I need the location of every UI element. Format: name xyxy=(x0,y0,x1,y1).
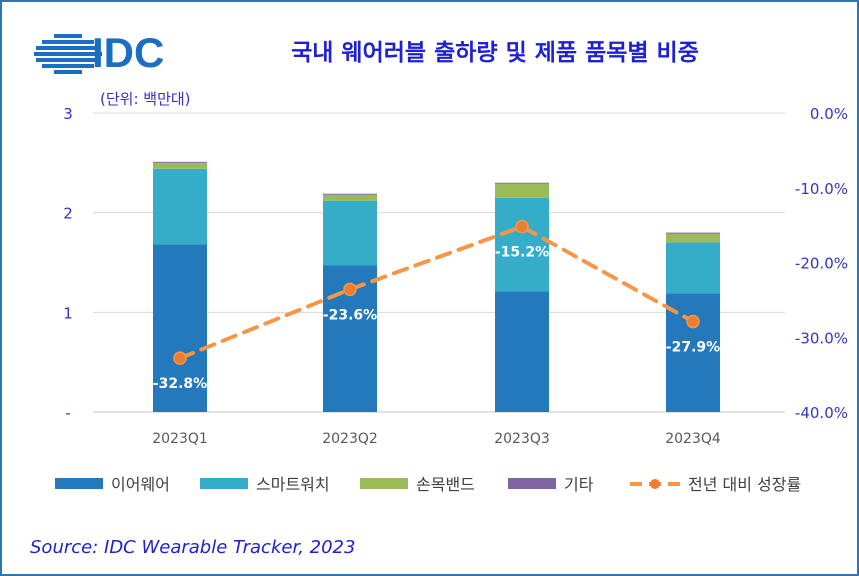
y2-tick-label: -40.0% xyxy=(795,404,848,422)
bar-3-2 xyxy=(495,182,549,184)
bar-3-1 xyxy=(323,193,377,195)
logo-text: IDC xyxy=(92,29,164,76)
globe-stripe xyxy=(42,40,94,44)
idc-logo: IDC xyxy=(34,29,164,76)
growth-data-label: -23.6% xyxy=(323,307,377,323)
chart-title: 국내 웨어러블 출하량 및 제품 품목별 비중 xyxy=(291,40,699,66)
growth-marker xyxy=(173,351,187,365)
bar-1-3 xyxy=(666,242,720,294)
globe-stripe xyxy=(36,46,100,50)
bar-1-1 xyxy=(323,200,377,266)
y-tick-label: 1 xyxy=(63,304,73,322)
legend-label: 기타 xyxy=(564,475,594,494)
legend-label: 이어웨어 xyxy=(111,475,170,494)
bar-2-0 xyxy=(153,162,207,169)
x-tick-label: 2023Q4 xyxy=(665,431,721,447)
legend-label: 스마트워치 xyxy=(256,475,330,494)
x-tick-label: 2023Q3 xyxy=(494,431,550,447)
source-note: Source: IDC Wearable Tracker, 2023 xyxy=(30,537,355,558)
legend-swatch-0 xyxy=(55,478,103,489)
globe-stripe xyxy=(34,52,102,56)
globe-stripe xyxy=(42,64,94,68)
y-tick-label: 3 xyxy=(63,105,73,123)
bar-2-1 xyxy=(323,194,377,201)
bar-3-3 xyxy=(666,232,720,234)
growth-marker xyxy=(343,282,357,297)
legend-line-marker xyxy=(650,479,660,489)
globe-icon xyxy=(34,34,102,74)
legend-swatch-2 xyxy=(360,478,408,489)
y-tick-label: - xyxy=(65,404,70,422)
y2-tick-label: -30.0% xyxy=(795,329,848,347)
growth-data-label: -27.9% xyxy=(666,340,720,356)
growth-data-label: -32.8% xyxy=(153,376,207,392)
bar-0-2 xyxy=(495,291,549,412)
legend-swatch-3 xyxy=(508,478,556,489)
bar-1-2 xyxy=(495,197,549,292)
growth-data-label: -15.2% xyxy=(495,245,549,261)
globe-stripe xyxy=(54,70,82,74)
growth-marker xyxy=(515,219,529,234)
growth-marker xyxy=(686,314,700,329)
globe-stripe xyxy=(36,58,100,62)
bar-1-0 xyxy=(153,168,207,245)
legend-label: 전년 대비 성장률 xyxy=(688,475,801,494)
y2-tick-label: 0.0% xyxy=(810,105,848,123)
y2-tick-label: -20.0% xyxy=(795,255,848,273)
bar-2-2 xyxy=(495,183,549,198)
growth-line xyxy=(178,224,695,361)
bar-0-0 xyxy=(153,244,207,412)
globe-stripe xyxy=(54,34,82,38)
legend-label: 손목밴드 xyxy=(416,475,475,494)
bar-3-0 xyxy=(153,161,207,163)
unit-label: (단위: 백만대) xyxy=(100,90,191,108)
bar-2-3 xyxy=(666,233,720,243)
legend-swatch-1 xyxy=(200,478,248,489)
y2-tick-label: -10.0% xyxy=(795,180,848,198)
x-tick-label: 2023Q2 xyxy=(322,431,378,447)
x-tick-label: 2023Q1 xyxy=(152,431,208,447)
y-tick-label: 2 xyxy=(63,205,73,223)
